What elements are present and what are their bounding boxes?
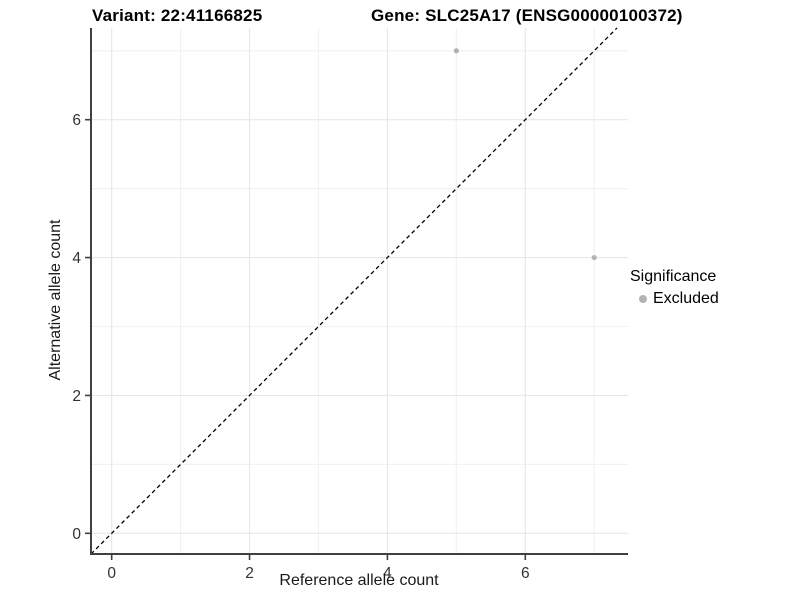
data-point <box>591 254 597 261</box>
gene-title: Gene: SLC25A17 (ENSG00000100372) <box>371 6 683 25</box>
y-tick-label: 2 <box>72 388 81 405</box>
legend-item-excluded: Excluded <box>630 290 719 308</box>
x-tick-label: 0 <box>107 565 116 582</box>
x-tick-label: 6 <box>521 565 530 582</box>
excluded-point-swatch <box>639 295 647 303</box>
variant-title: Variant: 22:41166825 <box>92 6 263 25</box>
legend-title: Significance <box>630 268 717 285</box>
y-tick-label: 6 <box>72 112 81 129</box>
identity-dashed-line <box>90 27 618 555</box>
y-axis-title: Alternative allele count <box>47 219 64 381</box>
x-axis-title: Reference allele count <box>279 572 439 589</box>
legend: Significance Excluded <box>630 268 719 308</box>
x-tick-label: 4 <box>383 565 392 582</box>
y-tick-label: 4 <box>72 250 81 267</box>
data-point <box>453 48 459 54</box>
legend-item-label: Excluded <box>653 290 719 307</box>
y-tick-label: 0 <box>72 526 81 543</box>
x-tick-label: 2 <box>245 565 254 582</box>
